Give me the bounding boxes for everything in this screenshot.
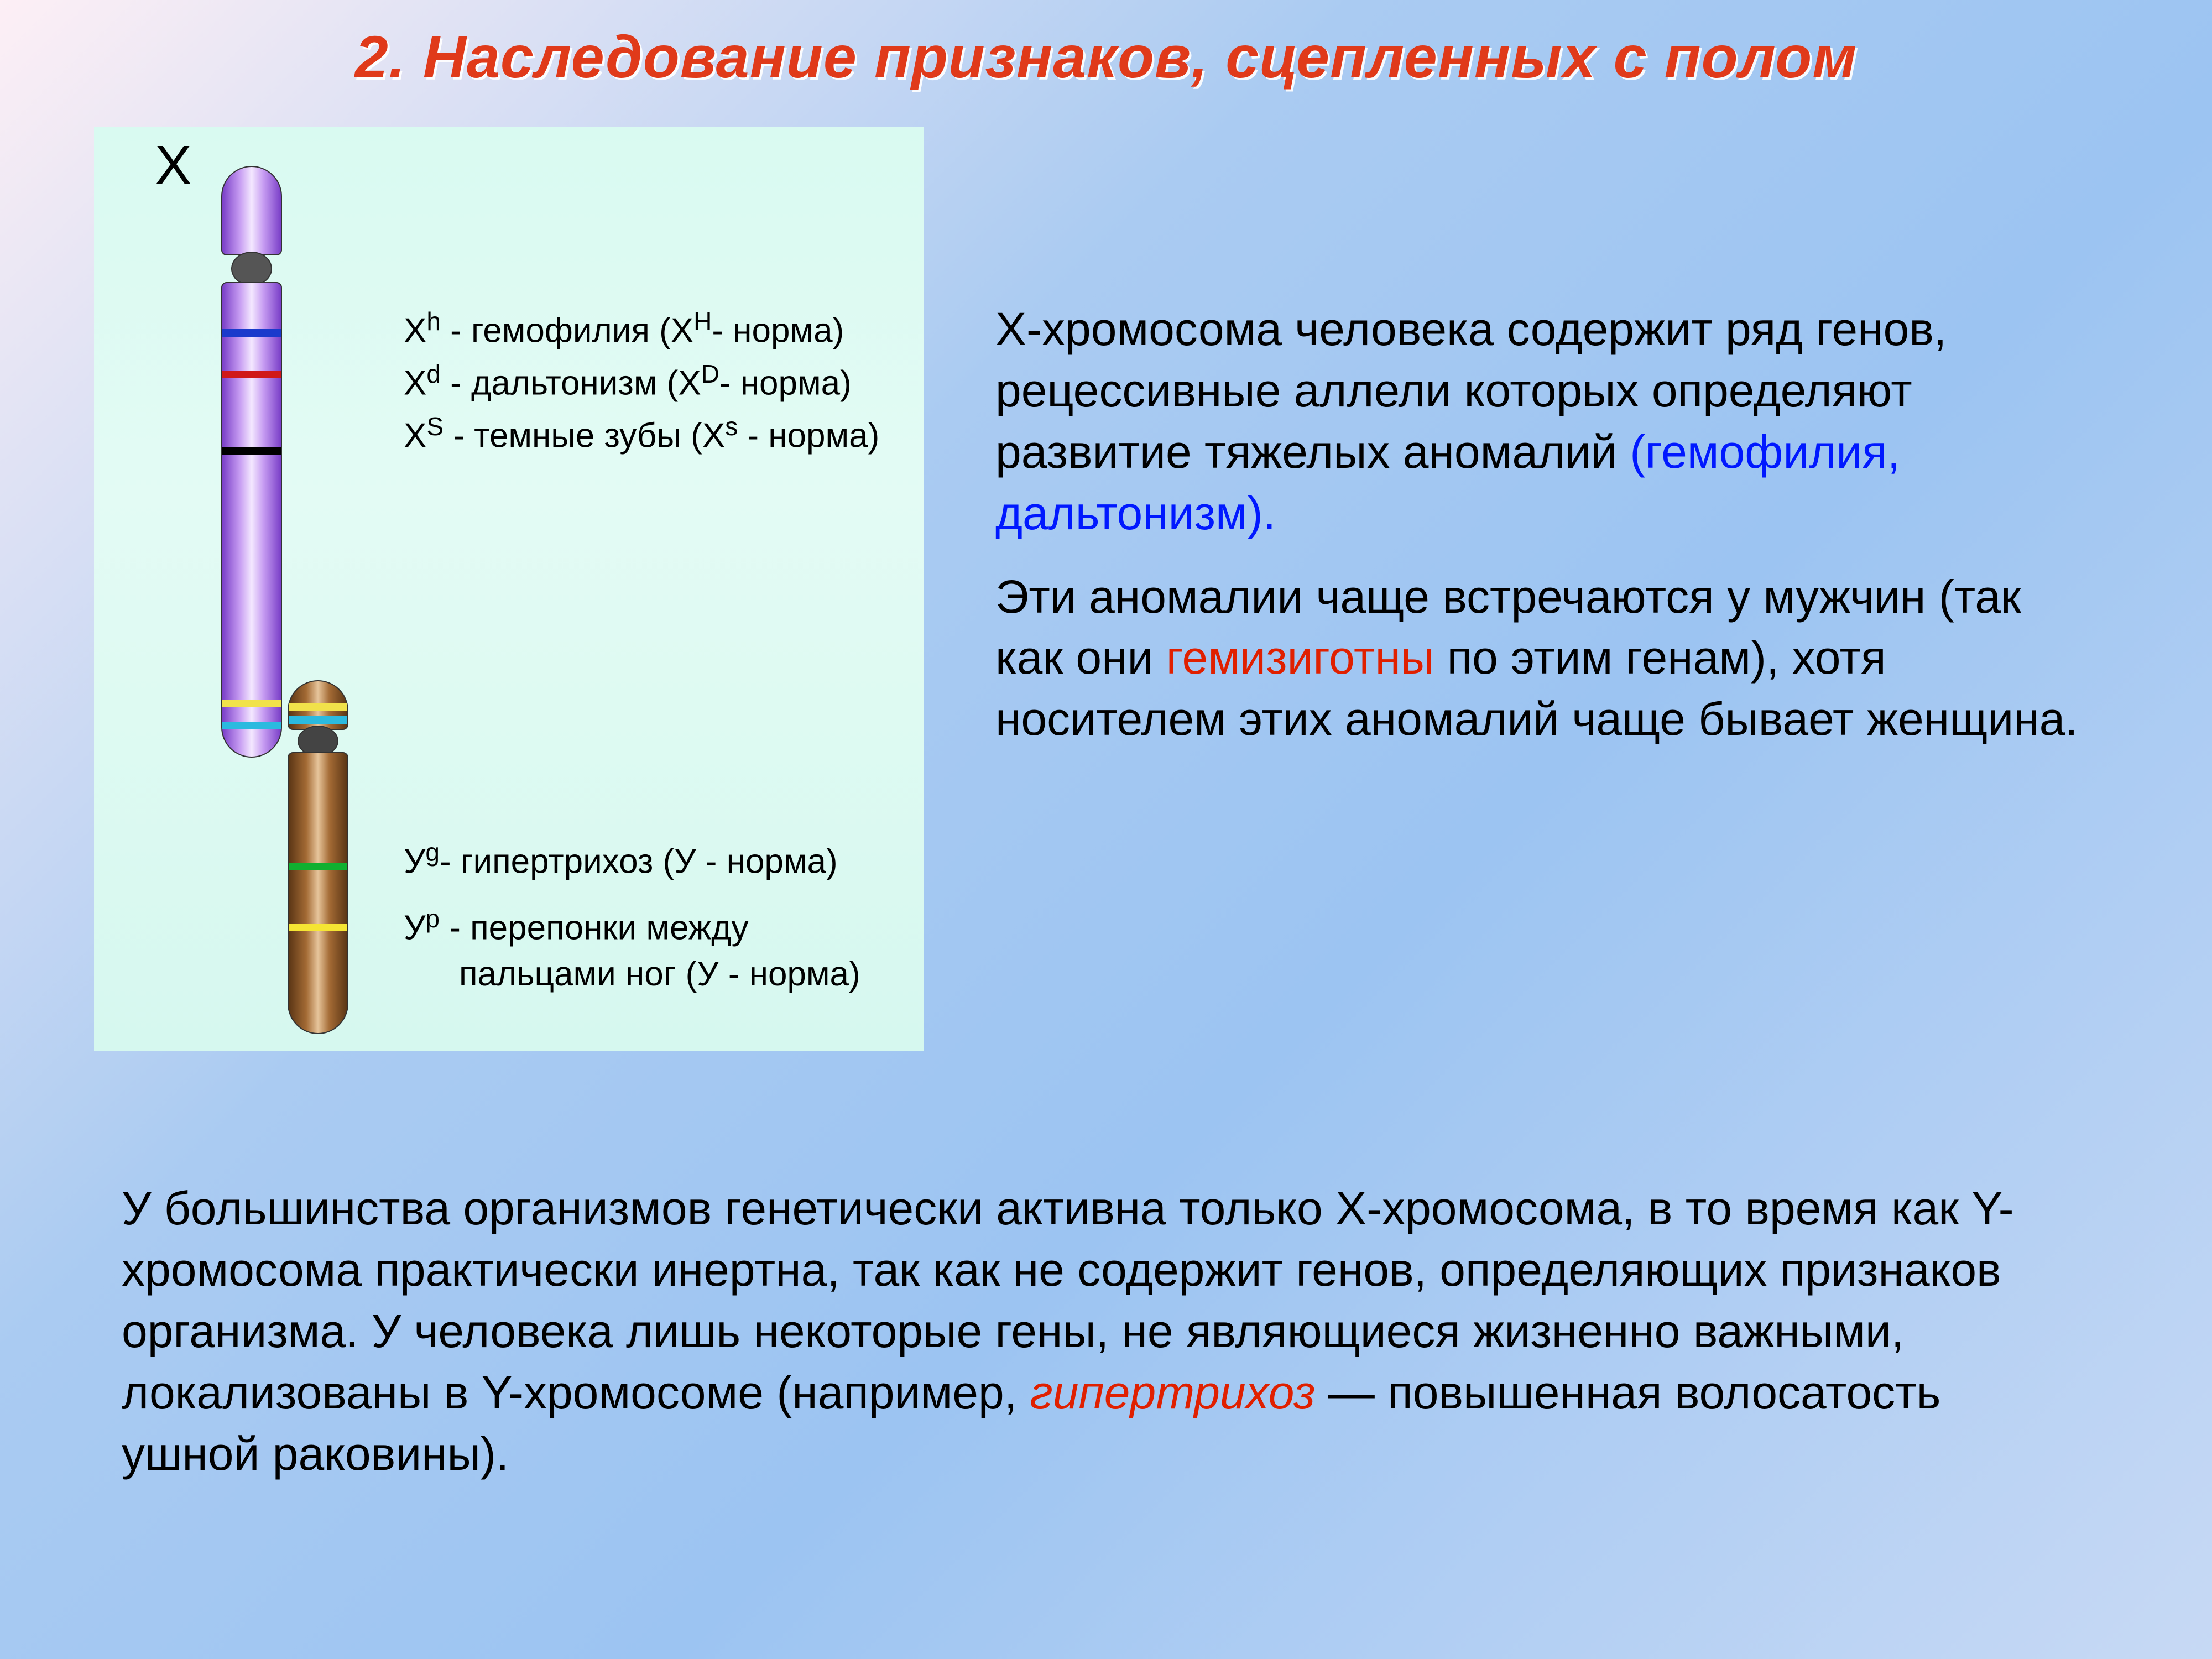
y-band bbox=[289, 716, 347, 724]
y-band bbox=[289, 703, 347, 711]
x-band bbox=[222, 447, 281, 455]
y-band bbox=[289, 924, 347, 931]
x-band bbox=[222, 329, 281, 337]
y-chromosome bbox=[288, 680, 348, 1034]
y-gene-webbed-toes: Уp - перепонки между пальцами ног (У - н… bbox=[404, 901, 901, 998]
y-long-arm bbox=[288, 752, 348, 1034]
x-chromosome-label: Х bbox=[155, 134, 192, 197]
x-band bbox=[222, 371, 281, 378]
paragraph-x-chromosome: Х-хромосома человека содержит ряд генов,… bbox=[995, 299, 2096, 544]
x-gene-teeth: XS - темные зубы (Xs - норма) bbox=[404, 409, 879, 459]
x-band bbox=[222, 700, 281, 707]
slide-title: 2. Наследование признаков, сцепленных с … bbox=[0, 22, 2212, 91]
x-short-arm bbox=[221, 166, 282, 255]
x-gene-daltonism: Xd - дальтонизм (XD- норма) bbox=[404, 357, 852, 406]
x-long-arm bbox=[221, 282, 282, 758]
y-band bbox=[289, 863, 347, 870]
y-gene-hypertrichosis: Уg- гипертрихоз (У - норма) bbox=[404, 835, 838, 885]
chromosome-panel: Х У Xh - гемофилия (XH- норма) Xd - даль… bbox=[94, 127, 924, 1051]
highlight-hemizygous: гемизиготны bbox=[1166, 632, 1434, 684]
x-centromere bbox=[231, 252, 272, 286]
paragraph-hemizygous: Эти аномалии чаще встречаются у мужчин (… bbox=[995, 566, 2096, 750]
x-chromosome bbox=[221, 166, 282, 758]
bottom-text-block: У большинства организмов генетически акт… bbox=[122, 1178, 2090, 1484]
x-gene-hemophilia: Xh - гемофилия (XH- норма) bbox=[404, 304, 844, 354]
paragraph-y-chromosome: У большинства организмов генетически акт… bbox=[122, 1178, 2090, 1484]
highlight-hypertrichosis: гипертрихоз bbox=[1030, 1366, 1315, 1418]
slide: 2. Наследование признаков, сцепленных с … bbox=[0, 0, 2212, 1659]
x-band bbox=[222, 722, 281, 729]
right-text-block: Х-хромосома человека содержит ряд генов,… bbox=[995, 299, 2096, 772]
